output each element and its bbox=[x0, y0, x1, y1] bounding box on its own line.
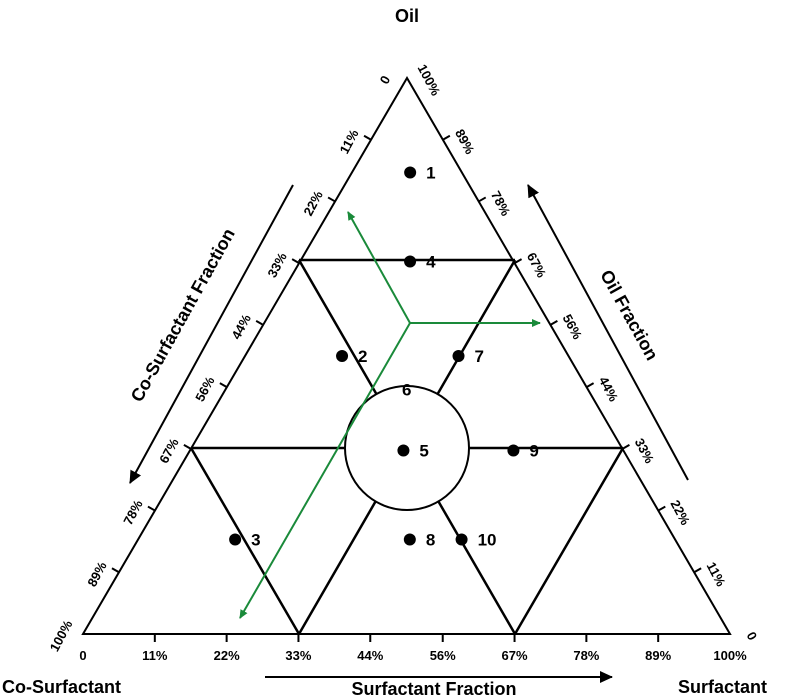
axis-title-surfactant: Surfactant Fraction bbox=[351, 679, 516, 696]
data-point-10 bbox=[455, 533, 468, 546]
right-tick-mark bbox=[657, 505, 666, 512]
left-tick-label: 33% bbox=[264, 250, 290, 280]
right-tick-label: 33% bbox=[632, 436, 658, 466]
right-tick-mark bbox=[478, 196, 487, 203]
left-tick-mark bbox=[147, 505, 156, 512]
data-point-8 bbox=[403, 533, 416, 546]
data-point-4 bbox=[404, 255, 417, 268]
data-point-label-9: 9 bbox=[529, 442, 538, 461]
left-tick-mark bbox=[255, 319, 264, 326]
data-point-label-7: 7 bbox=[475, 347, 484, 366]
right-tick-label: 22% bbox=[668, 497, 694, 527]
bottom-tick-labels: 0 11% 22% 33% 44% 56% 67% 78% 89% 100% bbox=[79, 648, 747, 663]
data-point-label-2: 2 bbox=[358, 347, 367, 366]
right-tick-label: 11% bbox=[704, 559, 729, 589]
vertex-oil: Oil bbox=[395, 6, 419, 26]
sample-points: 1 2 3 4 5 6 7 8 9 10 bbox=[229, 164, 539, 549]
bottom-tick-label: 56% bbox=[430, 648, 456, 663]
bottom-tick-label: 67% bbox=[502, 648, 528, 663]
left-tick-mark bbox=[327, 196, 336, 203]
data-point-3 bbox=[229, 533, 242, 546]
data-point-5 bbox=[397, 444, 410, 457]
bottom-tick-label: 44% bbox=[357, 648, 383, 663]
data-point-2 bbox=[336, 350, 349, 362]
right-tick-label: 89% bbox=[452, 127, 478, 157]
right-tick-mark bbox=[586, 382, 595, 389]
right-tick-label: 100% bbox=[415, 62, 444, 99]
right-tick-mark bbox=[514, 258, 523, 265]
data-point-label-10: 10 bbox=[478, 530, 497, 549]
axis-title-oil: Oil Fraction bbox=[596, 267, 662, 364]
left-tick-label: 78% bbox=[120, 497, 146, 527]
left-tick-mark bbox=[291, 258, 300, 265]
data-point-9 bbox=[507, 444, 520, 457]
right-tick-label: 56% bbox=[560, 312, 586, 342]
bottom-tick-label: 22% bbox=[214, 648, 240, 663]
right-tick-mark bbox=[549, 319, 558, 326]
left-tick-mark bbox=[183, 443, 192, 450]
data-point-label-5: 5 bbox=[419, 442, 428, 461]
vertex-cosurfactant: Co-Surfactant bbox=[2, 677, 121, 696]
left-tick-label: 100% bbox=[47, 617, 76, 654]
right-tick-mark bbox=[442, 134, 451, 141]
left-tick-label: 89% bbox=[84, 559, 110, 589]
left-tick-label: 67% bbox=[156, 435, 182, 465]
bottom-tick-label: 33% bbox=[285, 648, 311, 663]
left-tick-label: 44% bbox=[228, 311, 254, 341]
left-tick-labels: 100% 89% 78% 67% 56% 44% 33% 22% 11% 0 bbox=[47, 73, 394, 654]
left-tick-mark bbox=[363, 134, 372, 141]
data-point-label-3: 3 bbox=[251, 530, 260, 549]
data-point-label-6: 6 bbox=[402, 380, 411, 399]
left-tick-label: 0 bbox=[377, 73, 394, 86]
right-tick-mark bbox=[693, 567, 702, 574]
oil-fraction-arrow bbox=[527, 184, 689, 481]
right-tick-labels: 100% 89% 78% 67% 56% 44% 33% 22% 11% 0 bbox=[415, 62, 761, 643]
data-point-label-4: 4 bbox=[426, 252, 436, 271]
bottom-tick-label: 11% bbox=[142, 648, 168, 663]
left-tick-mark bbox=[219, 382, 228, 389]
right-tick-label: 67% bbox=[524, 250, 550, 280]
cosurfactant-fraction-arrow bbox=[129, 184, 294, 484]
data-point-1 bbox=[404, 166, 417, 179]
right-tick-label: 44% bbox=[596, 374, 622, 404]
bottom-tick-label: 100% bbox=[713, 648, 747, 663]
vertex-surfactant: Surfactant bbox=[678, 677, 767, 696]
bottom-tick-label: 78% bbox=[573, 648, 599, 663]
left-tick-mark bbox=[111, 567, 120, 574]
left-tick-label: 56% bbox=[192, 374, 218, 404]
left-tick-label: 22% bbox=[300, 188, 326, 218]
bottom-tick-label: 0 bbox=[79, 648, 86, 663]
bottom-tick-label: 89% bbox=[645, 648, 671, 663]
tick-marks bbox=[111, 134, 702, 642]
ternary-outline bbox=[81, 76, 732, 635]
data-point-7 bbox=[452, 350, 465, 362]
left-tick-label: 11% bbox=[336, 127, 361, 157]
composition-arrows bbox=[239, 211, 541, 619]
right-tick-label: 0 bbox=[744, 629, 761, 642]
data-point-label-1: 1 bbox=[426, 164, 435, 183]
right-tick-label: 78% bbox=[488, 188, 514, 218]
data-point-label-8: 8 bbox=[426, 530, 435, 549]
right-tick-mark bbox=[621, 443, 630, 450]
